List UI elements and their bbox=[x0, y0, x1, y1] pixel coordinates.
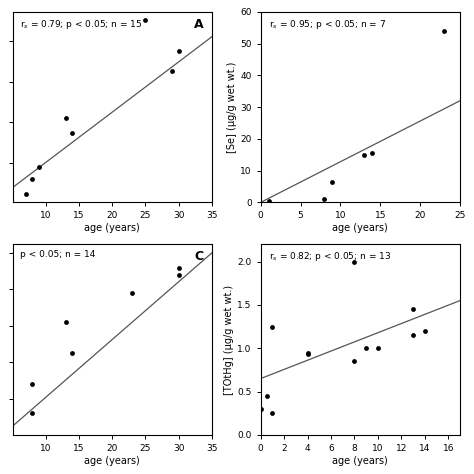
Point bbox=[35, 164, 43, 171]
Point bbox=[351, 357, 358, 365]
X-axis label: age (years): age (years) bbox=[332, 456, 388, 465]
Point bbox=[28, 176, 36, 183]
Point bbox=[409, 305, 417, 313]
Point bbox=[409, 331, 417, 339]
X-axis label: age (years): age (years) bbox=[84, 223, 140, 233]
Point bbox=[168, 68, 176, 75]
X-axis label: age (years): age (years) bbox=[84, 456, 140, 465]
Point bbox=[175, 264, 182, 271]
Point bbox=[62, 115, 69, 122]
Point bbox=[321, 195, 328, 202]
Point bbox=[269, 410, 276, 417]
Text: r$_s$ = 0.79; p < 0.05; n = 15: r$_s$ = 0.79; p < 0.05; n = 15 bbox=[20, 18, 143, 30]
Point bbox=[263, 392, 270, 400]
Point bbox=[265, 197, 273, 205]
Point bbox=[304, 349, 311, 356]
X-axis label: age (years): age (years) bbox=[332, 223, 388, 233]
Point bbox=[62, 319, 69, 326]
Y-axis label: [TOtHg] (µg/g wet wt.): [TOtHg] (µg/g wet wt.) bbox=[225, 284, 235, 395]
Point bbox=[351, 258, 358, 265]
Point bbox=[142, 17, 149, 24]
Point bbox=[69, 349, 76, 357]
Point bbox=[28, 381, 36, 388]
Point bbox=[175, 271, 182, 279]
Point bbox=[69, 129, 76, 137]
Point bbox=[269, 323, 276, 330]
Point bbox=[368, 149, 376, 157]
Point bbox=[421, 327, 428, 335]
Point bbox=[361, 151, 368, 158]
Text: p < 0.05; n = 14: p < 0.05; n = 14 bbox=[20, 250, 96, 259]
Point bbox=[28, 410, 36, 417]
Text: r$_s$ = 0.82; p < 0.05; n = 13: r$_s$ = 0.82; p < 0.05; n = 13 bbox=[269, 250, 391, 263]
Text: r$_s$ = 0.95; p < 0.05; n = 7: r$_s$ = 0.95; p < 0.05; n = 7 bbox=[269, 18, 386, 30]
Point bbox=[128, 289, 136, 297]
Point bbox=[328, 178, 336, 185]
Point bbox=[257, 405, 264, 413]
Point bbox=[22, 190, 29, 198]
Text: C: C bbox=[195, 250, 204, 263]
Point bbox=[175, 47, 182, 55]
Y-axis label: [Se] (µg/g wet wt.): [Se] (µg/g wet wt.) bbox=[228, 62, 237, 153]
Point bbox=[363, 345, 370, 352]
Text: A: A bbox=[194, 18, 204, 30]
Point bbox=[440, 27, 448, 35]
Point bbox=[304, 350, 311, 358]
Point bbox=[374, 345, 382, 352]
